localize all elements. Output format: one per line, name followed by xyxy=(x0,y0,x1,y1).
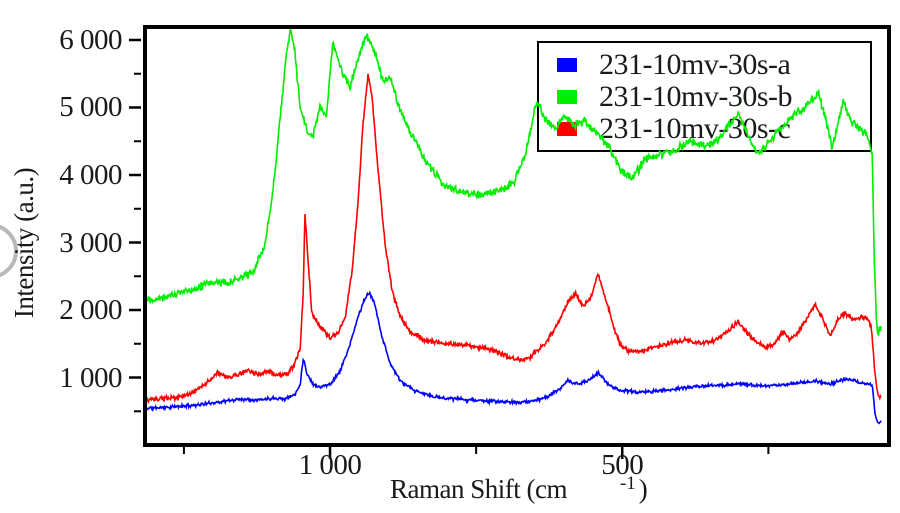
x-tick-label: 500 xyxy=(601,449,644,481)
y-tick-label: 2 000 xyxy=(59,294,122,326)
legend-item: 231-10mv-30s-c xyxy=(539,113,870,145)
legend-label: 231-10mv-30s-a xyxy=(599,48,791,81)
legend-label: 231-10mv-30s-b xyxy=(599,80,792,113)
legend-swatch-green-icon xyxy=(557,90,577,104)
y-tick-label: 3 000 xyxy=(59,226,122,259)
x-axis-title-exponent: -1 xyxy=(619,473,636,494)
x-tick-label: 1 000 xyxy=(298,449,362,481)
legend-swatch-red-icon xyxy=(557,122,577,136)
y-tick-label: 4 000 xyxy=(59,158,122,191)
legend-label: 231-10mv-30s-c xyxy=(599,112,791,145)
y-tick-label: 6 000 xyxy=(59,23,122,56)
y-tick-label: 5 000 xyxy=(59,91,122,124)
y-axis-title: Intensity (a.u.) xyxy=(9,167,39,319)
legend: 231-10mv-30s-a 231-10mv-30s-b 231-10mv-3… xyxy=(537,41,872,152)
x-axis-title-text: Raman Shift (cm xyxy=(390,474,567,504)
series-231-10mv-30s-a xyxy=(147,290,882,425)
y-tick-label: 1 000 xyxy=(59,361,122,394)
legend-swatch-blue-icon xyxy=(557,58,577,72)
legend-item: 231-10mv-30s-b xyxy=(539,81,870,113)
x-axis-title-paren: ) xyxy=(638,474,648,504)
legend-item: 231-10mv-30s-a xyxy=(539,49,870,81)
x-axis-title: Raman Shift (cm -1) xyxy=(390,473,648,505)
